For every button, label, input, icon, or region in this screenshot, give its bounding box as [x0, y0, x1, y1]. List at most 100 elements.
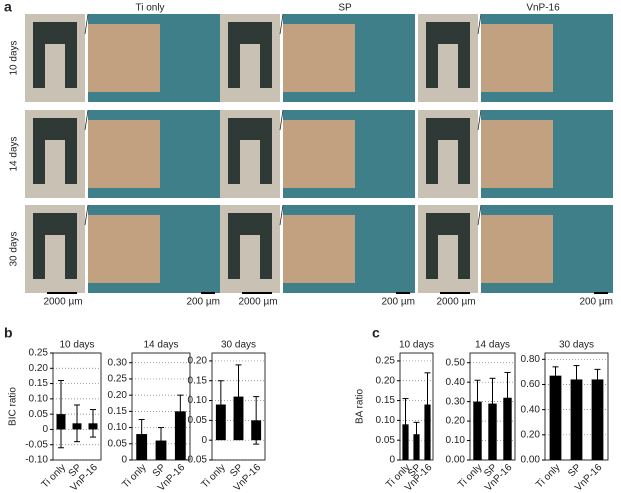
chart-title: 30 days: [221, 340, 256, 351]
implant: [426, 118, 470, 184]
x-tick-label: Ti only: [534, 462, 562, 490]
scale-label: 200 µm: [579, 297, 613, 308]
chart-title: 30 days: [559, 340, 594, 351]
y-tick-label: 0.60: [521, 379, 541, 390]
y-tick-label: 0.30: [446, 396, 466, 407]
bar: [591, 379, 604, 460]
bar: [473, 401, 482, 460]
bone: [88, 120, 160, 188]
y-tick-label: 0.05: [108, 438, 128, 449]
column-header: SP: [338, 3, 352, 14]
chart-title: 10 days: [59, 340, 94, 351]
y-axis-label: BA ratio: [355, 389, 366, 424]
implant: [426, 213, 470, 279]
y-tick-label: 0.10: [29, 393, 49, 404]
bar: [488, 403, 497, 460]
implant: [33, 118, 77, 184]
y-tick-label: 0.20: [29, 363, 49, 374]
y-tick-label: 0: [201, 435, 207, 446]
y-tick-label: 0.20: [521, 429, 541, 440]
bone: [481, 24, 553, 92]
zoom-line: [84, 204, 89, 226]
implant: [228, 118, 272, 184]
panel-label: a: [4, 0, 12, 15]
bone: [283, 24, 355, 92]
x-tick-label: Ti only: [120, 462, 148, 490]
zoom-line: [84, 13, 89, 35]
y-tick-label: 0: [121, 455, 127, 466]
x-tick-label: Ti only: [40, 462, 68, 490]
implant: [426, 22, 470, 88]
bone: [88, 24, 160, 92]
y-tick-label: 0.50: [446, 357, 466, 368]
chart-title: 10 days: [399, 340, 434, 351]
row-label: 14 days: [9, 136, 20, 171]
y-tick-label: 0.25: [29, 348, 49, 359]
zoom-line: [477, 13, 482, 35]
zoom-line: [279, 204, 284, 226]
y-tick-label: 0.10: [376, 415, 396, 426]
y-tick-label: 0.05: [29, 409, 49, 420]
plot-frame: [211, 352, 266, 461]
y-tick-label: 0.40: [521, 404, 541, 415]
y-tick-label: 0.10: [108, 422, 128, 433]
bone: [88, 215, 160, 283]
scale-label: 2000 µm: [436, 297, 475, 308]
y-axis-label: BIC ratio: [8, 387, 19, 426]
y-tick-label: 0: [389, 455, 395, 466]
y-tick-label: 0.10: [446, 435, 466, 446]
zoom-line: [477, 109, 482, 131]
bar: [503, 397, 512, 460]
y-tick-label: 0.15: [188, 375, 208, 386]
y-tick-label: -0.10: [25, 455, 48, 466]
y-tick-label: 0.20: [446, 416, 466, 427]
y-tick-label: 0.25: [376, 356, 396, 367]
y-tick-label: 0.15: [108, 406, 128, 417]
x-tick-label: Ti only: [456, 462, 484, 490]
bar: [174, 411, 186, 460]
column-header: Ti only: [135, 3, 164, 14]
bone: [481, 120, 553, 188]
y-tick-label: 0.20: [376, 375, 396, 386]
bar: [413, 434, 420, 460]
y-tick-label: 0.80: [521, 354, 541, 365]
implant: [228, 213, 272, 279]
y-tick-label: 0.05: [188, 415, 208, 426]
zoom-line: [279, 13, 284, 35]
y-tick-label: 0.20: [188, 356, 208, 367]
x-tick-label: Ti only: [199, 462, 227, 490]
y-tick-label: -0.05: [184, 455, 207, 466]
y-tick-label: 0.40: [446, 377, 466, 388]
y-tick-label: 0.15: [29, 378, 49, 389]
chart-title: 14 days: [475, 340, 510, 351]
column-header: VnP-16: [526, 3, 560, 14]
scale-label: 200 µm: [186, 297, 220, 308]
bar: [549, 375, 562, 460]
bar: [570, 379, 583, 460]
y-tick-label: 0.00: [446, 455, 466, 466]
implant: [33, 213, 77, 279]
row-label: 30 days: [9, 231, 20, 266]
implant: [228, 22, 272, 88]
plot-frame: [52, 352, 102, 461]
y-tick-label: 0.05: [376, 435, 396, 446]
y-tick-label: -0.05: [25, 439, 48, 450]
zoom-line: [279, 109, 284, 131]
y-tick-label: 0.25: [108, 374, 128, 385]
y-tick-label: 0.15: [376, 395, 396, 406]
scale-label: 200 µm: [381, 297, 415, 308]
zoom-line: [477, 204, 482, 226]
y-tick-label: 0.20: [108, 390, 128, 401]
zoom-line: [84, 109, 89, 131]
bone: [481, 215, 553, 283]
y-tick-label: 0.30: [108, 357, 128, 368]
scale-label: 2000 µm: [238, 297, 277, 308]
panel-label: b: [4, 325, 13, 341]
panel-label: c: [372, 325, 380, 341]
row-label: 10 days: [9, 40, 20, 75]
bone: [283, 215, 355, 283]
y-tick-label: 0.10: [188, 395, 208, 406]
bone: [283, 120, 355, 188]
